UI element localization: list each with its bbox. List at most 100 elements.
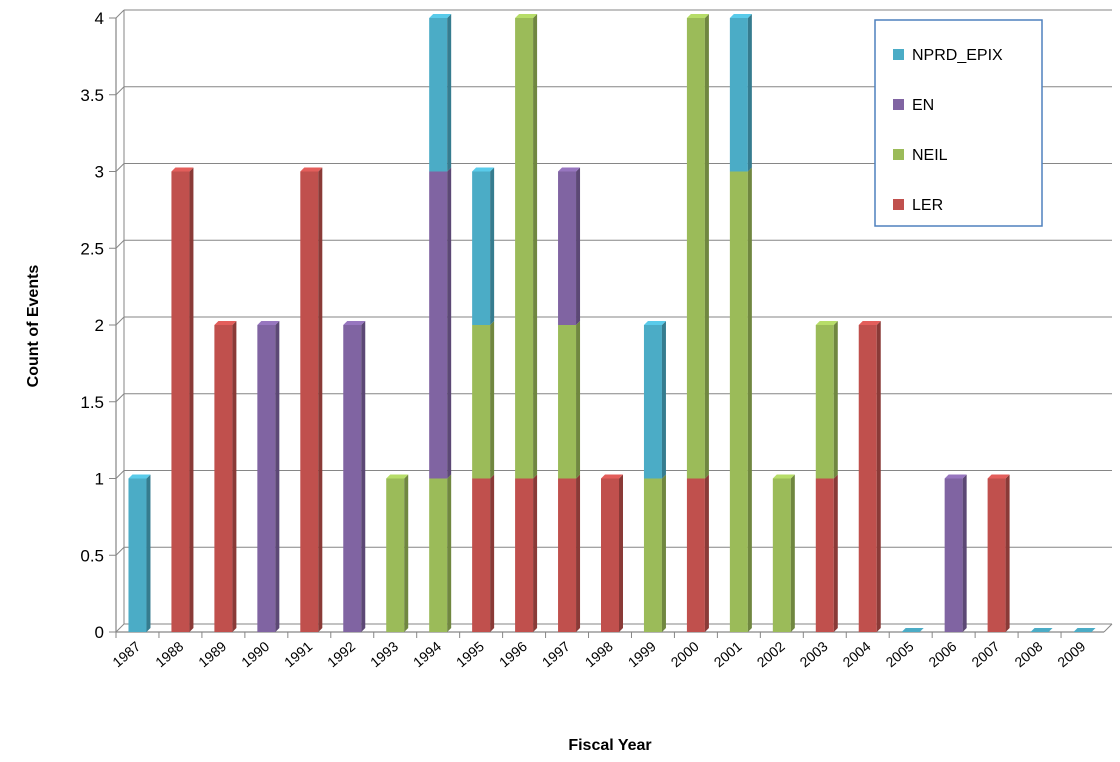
bar-top-1999 — [643, 321, 666, 325]
bar-segment-neil-1996 — [515, 18, 534, 479]
x-tick-label: 1988 — [152, 638, 186, 670]
bar-top-1991 — [300, 167, 323, 172]
bar-top-1989 — [214, 321, 237, 325]
bar-side-1999 — [661, 474, 666, 632]
bar-side-2003 — [833, 474, 838, 632]
bar-side-1994 — [447, 474, 452, 632]
bar-side-1998 — [619, 474, 623, 632]
y-tick-label: 1 — [95, 470, 104, 489]
legend-swatch — [893, 49, 904, 60]
x-tick-label: 2008 — [1011, 638, 1045, 670]
y-axis-title: Count of Events — [25, 265, 42, 388]
bar-top-2001 — [729, 14, 752, 18]
x-tick-label: 1996 — [496, 638, 530, 670]
x-tick-label: 1990 — [238, 638, 272, 670]
bar-side-2000 — [704, 14, 709, 479]
legend: NPRD_EPIX EN NEIL LER — [874, 19, 1043, 227]
bar-segment-ler-1989 — [214, 325, 233, 632]
x-tick-label: 2005 — [882, 638, 916, 670]
x-tick-label: 1989 — [195, 638, 229, 670]
bar-side-2001 — [747, 14, 752, 172]
x-tick-label: 2004 — [840, 638, 874, 670]
legend-label: EN — [912, 97, 934, 114]
gridline-depth — [115, 239, 125, 249]
bar-side-1988 — [189, 167, 194, 632]
bar-side-1995 — [490, 474, 495, 632]
x-tick-label: 2001 — [711, 638, 745, 670]
gridline-depth — [115, 546, 125, 556]
y-tick-label: 2.5 — [80, 239, 104, 258]
bar-top-1988 — [171, 167, 194, 172]
bar-segment-neil-2003 — [815, 325, 834, 479]
legend-swatch — [893, 99, 904, 110]
y-tick-label: 0 — [95, 623, 104, 642]
bar-top-2002 — [772, 474, 795, 479]
bar-side-1993 — [404, 474, 409, 632]
gridline-depth — [115, 393, 125, 403]
bar-top-1996 — [515, 14, 538, 18]
bar-side-1987 — [146, 474, 151, 632]
bar-top-1993 — [386, 474, 409, 479]
bar-segment-ler-2003 — [815, 478, 834, 632]
floor-edge — [1103, 623, 1113, 633]
bar-segment-en-2006 — [944, 478, 963, 632]
bar-side-1995 — [490, 321, 495, 479]
bar-top-1990 — [257, 321, 280, 325]
y-tick-label: 3.5 — [80, 86, 104, 105]
bar-segment-ler-1995 — [472, 478, 491, 632]
bars — [128, 14, 1096, 632]
gridline-depth — [115, 470, 125, 479]
bar-segment-neil-1999 — [643, 478, 662, 632]
bar-segment-ler-2000 — [686, 478, 705, 632]
x-tick-label: 1999 — [625, 638, 659, 670]
y-tick-label: 4 — [95, 9, 104, 28]
bar-top-1987 — [128, 474, 151, 479]
bar-segment-en-1997 — [558, 171, 577, 325]
gridline-depth — [115, 316, 125, 326]
bar-side-1990 — [275, 321, 280, 632]
gridline-depth — [115, 163, 125, 172]
bar-segment-nprd-epix-1994 — [429, 18, 448, 172]
x-tick-label: 2007 — [968, 638, 1002, 670]
bar-side-1996 — [533, 474, 538, 632]
bar-segment-neil-1997 — [558, 325, 577, 479]
x-tick-label: 2003 — [797, 638, 831, 670]
bar-side-2000 — [704, 474, 709, 632]
bar-segment-en-1994 — [429, 171, 448, 479]
bar-segment-en-1990 — [257, 325, 276, 632]
bar-side-1994 — [447, 167, 452, 479]
bar-side-1997 — [576, 321, 581, 479]
x-tick-label: 1991 — [281, 638, 315, 670]
legend-swatch — [893, 149, 904, 160]
bar-segment-ler-1991 — [300, 171, 319, 632]
bar-side-2003 — [833, 321, 838, 479]
x-tick-label: 2002 — [754, 638, 788, 670]
bar-top-1994 — [429, 14, 452, 18]
y-tick-label: 1.5 — [80, 393, 104, 412]
bar-segment-ler-1996 — [515, 478, 534, 632]
bar-top-2006 — [944, 474, 967, 479]
gridline-depth — [115, 9, 125, 19]
bar-top-2000 — [686, 14, 709, 18]
bar-side-1991 — [318, 167, 323, 632]
legend-label: NEIL — [912, 147, 948, 164]
bar-side-1995 — [490, 167, 495, 325]
bar-segment-neil-2000 — [686, 18, 705, 479]
bar-top-1995 — [472, 167, 495, 172]
bar-zero-2008 — [1030, 628, 1053, 632]
bar-segment-nprd-epix-2001 — [729, 18, 748, 172]
bar-top-1997 — [558, 167, 581, 172]
legend-label: NPRD_EPIX — [912, 47, 1003, 64]
x-tick-label: 1987 — [109, 638, 143, 670]
bar-side-1999 — [661, 321, 666, 479]
x-tick-label: 1994 — [410, 638, 444, 670]
y-tick-label: 3 — [95, 163, 104, 182]
bar-top-2003 — [815, 321, 838, 325]
bar-segment-nprd-epix-1995 — [472, 171, 491, 325]
bar-segment-ler-1998 — [601, 478, 619, 632]
y-tick-label: 2 — [95, 316, 104, 335]
bar-side-2006 — [962, 474, 967, 632]
x-tick-label: 1995 — [453, 638, 487, 670]
gridline-depth — [115, 623, 125, 633]
